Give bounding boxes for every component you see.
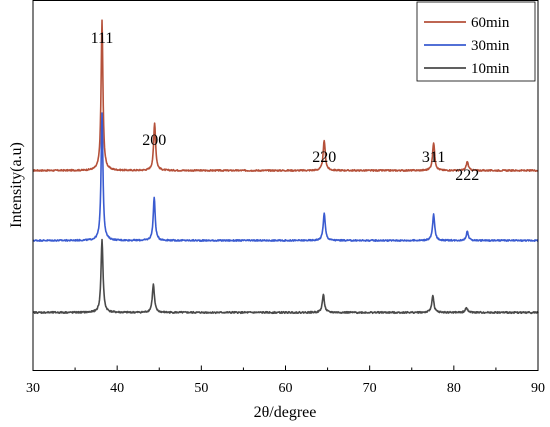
- y-axis-title: Intensity(a.u): [8, 142, 25, 228]
- series-line-30min: [32, 112, 539, 242]
- x-tick-label-90: 90: [531, 381, 545, 396]
- peak-label-220: 220: [312, 149, 336, 166]
- x-tick-label-50: 50: [194, 381, 208, 396]
- peak-labels: 111 200 220 311 222: [91, 30, 480, 184]
- peak-label-311: 311: [422, 149, 445, 166]
- x-tick-label-60: 60: [279, 381, 293, 396]
- legend-label-10min: 10min: [471, 61, 510, 77]
- plot-series-group: [32, 19, 539, 315]
- peak-label-111: 111: [91, 30, 114, 47]
- x-tick-label-40: 40: [110, 381, 124, 396]
- series-line-60min: [32, 19, 539, 172]
- x-tick-label-30: 30: [26, 381, 40, 396]
- legend: 60min 30min 10min: [416, 1, 536, 82]
- legend-label-60min: 60min: [471, 15, 510, 31]
- series-line-10min: [32, 238, 539, 315]
- peak-label-222: 222: [455, 167, 479, 184]
- x-axis-ticks: 30 40 50 60 70 80 90: [26, 365, 545, 396]
- x-axis-title: 2θ/degree: [254, 404, 317, 421]
- legend-label-30min: 30min: [471, 38, 510, 54]
- x-tick-label-70: 70: [363, 381, 377, 396]
- x-tick-label-80: 80: [447, 381, 461, 396]
- peak-label-200: 200: [142, 132, 166, 149]
